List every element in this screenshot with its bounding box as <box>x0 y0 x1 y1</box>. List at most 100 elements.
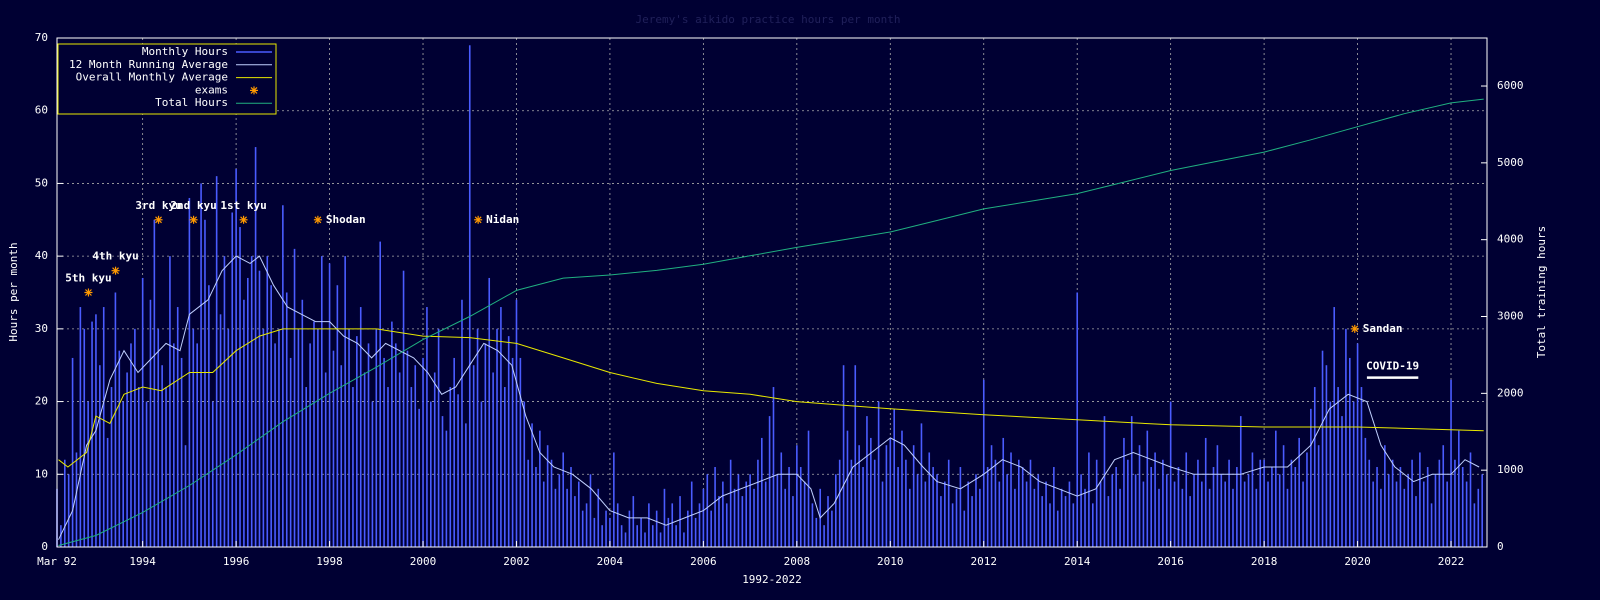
bar <box>920 423 923 547</box>
exam-marker <box>239 215 248 224</box>
bar <box>60 525 62 547</box>
marker-stroke <box>85 289 92 296</box>
bar <box>706 474 709 547</box>
bar <box>601 525 603 547</box>
bar <box>1029 459 1032 547</box>
marker-stroke <box>1351 325 1359 333</box>
bar <box>348 328 350 547</box>
bar <box>1294 467 1297 547</box>
bar <box>749 474 751 547</box>
y-tick-label: 70 <box>35 31 48 44</box>
bar <box>153 219 156 548</box>
bar <box>430 401 432 547</box>
exam-label: 5th kyu <box>65 272 111 285</box>
bar <box>137 387 140 547</box>
bar <box>807 430 810 547</box>
bar <box>1360 387 1363 547</box>
bar <box>211 401 214 547</box>
bar <box>1458 430 1460 547</box>
bar <box>616 503 619 547</box>
x-tick-label: 2010 <box>877 555 904 568</box>
y2-tick-label: 1000 <box>1497 463 1524 476</box>
bar <box>161 365 163 547</box>
bar <box>441 416 444 547</box>
bar <box>231 212 234 547</box>
bar <box>1130 416 1133 547</box>
bar <box>581 510 584 547</box>
bar <box>324 372 327 547</box>
bar <box>889 437 892 547</box>
legend-box <box>57 43 277 115</box>
bar <box>1080 474 1082 547</box>
bar <box>465 423 467 547</box>
bar <box>1146 430 1149 547</box>
bar <box>916 474 919 547</box>
bar <box>375 328 378 547</box>
bar <box>834 474 837 547</box>
bar <box>986 467 989 547</box>
bar <box>772 387 775 547</box>
bar <box>1306 452 1308 547</box>
bar <box>1259 459 1262 547</box>
bar <box>106 437 109 547</box>
bar <box>574 496 576 547</box>
y-tick-label: 30 <box>35 322 48 335</box>
bar <box>597 488 600 547</box>
bar <box>1228 459 1230 547</box>
bar <box>1142 481 1145 547</box>
bar <box>550 459 553 547</box>
bar <box>1060 488 1063 547</box>
bar <box>1243 481 1246 547</box>
bar <box>722 481 724 547</box>
bar <box>433 372 436 547</box>
bar <box>780 452 783 547</box>
y-tick-label: 60 <box>35 104 48 117</box>
bar <box>1426 467 1429 547</box>
bar <box>1033 488 1036 547</box>
bar <box>1434 474 1437 547</box>
bar <box>609 517 611 547</box>
bar <box>169 256 171 547</box>
bar <box>1216 445 1219 547</box>
bar <box>1068 481 1071 547</box>
bar <box>620 525 623 547</box>
bar <box>359 307 362 547</box>
bar <box>394 343 397 547</box>
bar <box>426 307 428 547</box>
bar <box>289 357 292 547</box>
bar <box>932 467 934 547</box>
bar <box>1465 481 1468 547</box>
bar <box>1236 467 1238 547</box>
y-axis-label: Hours per month <box>7 242 20 341</box>
bar <box>274 343 276 547</box>
chart-title: Jeremy's aikido practice hours per month <box>636 13 901 26</box>
bar <box>675 525 677 547</box>
bar <box>1341 416 1343 547</box>
bar <box>998 481 1001 547</box>
bar <box>905 459 907 547</box>
bar <box>1399 467 1402 547</box>
bar <box>1384 445 1386 547</box>
y2-tick-label: 4000 <box>1497 233 1524 246</box>
bar <box>1345 328 1347 547</box>
bar <box>648 503 650 547</box>
bar <box>437 328 440 547</box>
bar <box>1275 430 1277 547</box>
marker-stroke <box>155 216 162 224</box>
bar <box>1212 467 1215 547</box>
x-tick-label: 1994 <box>129 555 156 568</box>
bar <box>1415 496 1417 547</box>
bar <box>1056 510 1059 547</box>
bar <box>745 481 748 547</box>
bar <box>91 321 93 547</box>
bar <box>1446 481 1448 547</box>
bar <box>858 445 860 547</box>
bar <box>566 488 568 547</box>
bar <box>235 168 237 547</box>
bar <box>476 328 479 547</box>
bar <box>157 328 160 547</box>
bar <box>227 328 230 547</box>
bar <box>562 452 565 547</box>
bar <box>1282 445 1285 547</box>
bar <box>383 357 385 547</box>
